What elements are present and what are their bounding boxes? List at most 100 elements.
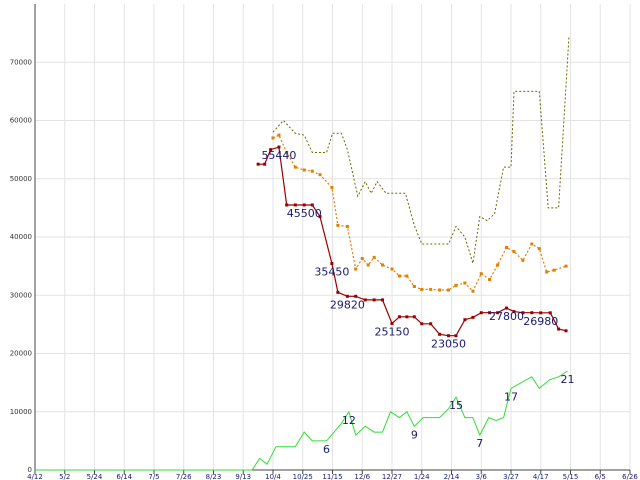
series-2-point [496,263,500,267]
series-2-point [293,165,297,169]
x-tick-label: 4/12 [27,473,43,480]
x-tick-label: 3/6 [476,473,488,480]
series-2-point [360,257,364,261]
series-2-point [397,274,401,278]
series-1-point [318,215,322,219]
series-2-point [277,133,281,137]
series-2-point [488,278,492,282]
data-label: 29820 [330,298,365,311]
x-tick-label: 6/26 [622,473,638,480]
series-1-point [256,162,260,166]
series-1-point [447,334,451,338]
series-2-point [530,242,534,246]
series-1-point [496,311,500,315]
series-1-point [479,311,483,315]
grid-lines [34,4,631,470]
x-tick-label: 12/6 [354,473,370,480]
series-2-point [310,169,314,173]
y-tick-label: 0 [28,466,32,474]
series-1-point [263,162,267,166]
series-1-point [521,311,525,315]
x-tick-label: 5/15 [563,473,579,480]
data-label: 9 [411,428,418,441]
series-1-point [302,203,306,207]
series-4-line [35,370,568,471]
series-2-point [438,288,442,292]
series-2-point [471,289,475,293]
x-tick-label: 5/24 [87,473,103,480]
y-tick-label: 50000 [10,175,32,183]
x-tick-label: 5/2 [59,473,70,480]
x-tick-label: 10/25 [293,473,313,480]
x-tick-label: 7/5 [148,473,159,480]
data-label: 26980 [523,315,558,328]
x-tick-label: 1/24 [414,473,430,480]
data-labels: 55440 45500 35450 29820 25150 23050 27800 26980… [261,149,574,456]
y-tick-label: 10000 [10,408,32,416]
series-1-point [380,298,384,302]
series-1-point [412,315,416,319]
series-1-point [488,311,492,315]
series-2-point [454,283,458,287]
series-1-point [405,315,409,319]
series-1-point [512,310,516,314]
y-tick-label: 60000 [10,117,32,125]
series-1-point [310,203,314,207]
series-1-point [505,306,509,310]
series-2-point [302,168,306,172]
series-2-point [336,223,340,227]
x-tick-label: 9/13 [235,473,251,480]
series-1-point [397,315,401,319]
series-2-point [447,288,451,292]
x-tick-label: 7/26 [176,473,192,480]
y-tick-label: 20000 [10,350,32,358]
series-2-point [512,250,516,254]
data-label: 21 [561,373,575,386]
series-2-point [521,258,525,262]
series-2-point [420,287,424,291]
series-2-point [372,255,376,259]
x-tick-label: 3/27 [503,473,519,480]
series-1-point [330,262,334,266]
series-3-line [272,35,570,264]
data-label: 17 [504,390,518,403]
series-2-point [345,225,349,229]
x-tick-label: 8/23 [206,473,222,480]
x-tick-label: 10/4 [265,473,281,480]
series-2-point [390,267,394,271]
series-2-point [552,268,556,272]
series-1-point [429,322,433,326]
series-2-point [330,185,334,189]
series-1-point [564,329,568,333]
series-2-point [354,267,358,271]
series-1-line [258,146,567,337]
data-label: 27800 [489,310,524,323]
x-tick-label: 4/17 [533,473,549,480]
series-2-point [285,151,289,155]
series-1-point [557,327,561,331]
series-1-point [363,298,367,302]
series-2-point [463,281,467,285]
series-1-point [345,294,349,298]
data-label: 12 [342,414,356,427]
x-tick-label: 6/5 [595,473,606,480]
series-2-point [564,264,568,268]
series-1-point [548,311,552,315]
series-2-point [366,263,370,267]
series-1-point [269,148,273,152]
y-tick-label: 30000 [10,291,32,299]
series-2-point [479,272,483,276]
series-1-point [471,315,475,319]
series-2-point [271,136,275,140]
series-2-point [380,263,384,267]
series-1-point [372,298,376,302]
series-1-point [390,322,394,326]
data-label: 7 [476,437,483,450]
data-label: 25150 [375,326,410,339]
series-1-point [336,290,340,294]
series-1-point [454,334,458,338]
series-1-point [420,322,424,326]
data-label: 6 [323,443,330,456]
series-2-point [537,247,541,251]
